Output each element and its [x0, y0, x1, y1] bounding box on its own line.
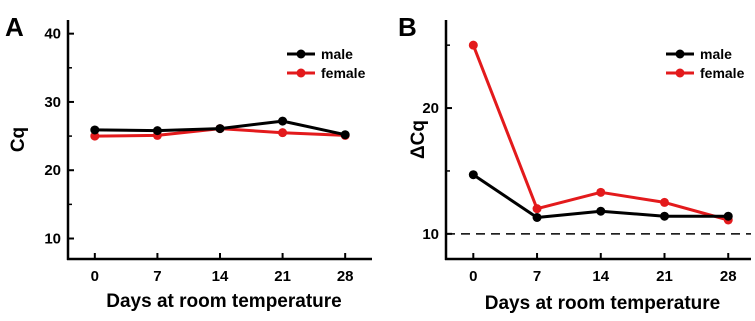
data-point-male — [90, 125, 100, 135]
y-tick-label: 10 — [44, 231, 61, 248]
data-point-male — [215, 124, 225, 134]
legend-label-male: male — [321, 46, 353, 62]
data-point-male — [278, 116, 288, 126]
data-point-male — [340, 130, 350, 140]
x-tick-label: 21 — [656, 268, 673, 285]
data-point-male — [532, 212, 542, 222]
data-point-female — [596, 187, 606, 197]
x-axis-title: Days at room temperature — [106, 291, 341, 312]
data-point-female — [660, 197, 670, 207]
x-tick-label: 7 — [533, 268, 541, 285]
data-point-male — [596, 206, 606, 216]
y-tick-label: 20 — [422, 100, 439, 117]
x-tick-label: 21 — [274, 268, 291, 285]
y-tick-label: 40 — [44, 26, 61, 43]
x-tick-label: 0 — [91, 268, 99, 285]
x-axis-title: Days at room temperature — [485, 293, 720, 314]
y-tick-label: 10 — [422, 226, 439, 243]
x-tick-label: 14 — [212, 268, 229, 285]
panel-letter: A — [5, 12, 24, 42]
data-point-female — [468, 40, 478, 50]
x-tick-label: 14 — [592, 268, 609, 285]
y-axis-title: Cq — [8, 127, 29, 152]
data-point-female — [532, 204, 542, 214]
data-point-male — [468, 170, 478, 180]
legend-marker-male — [675, 49, 685, 59]
panel-letter: B — [398, 12, 417, 42]
panel-a: A 10 20 30 40 0 7 14 21 28 Days at room temperatur… — [5, 12, 372, 312]
y-tick-label: 20 — [44, 162, 61, 179]
x-tick-label: 0 — [469, 268, 477, 285]
legend-label-female: female — [321, 65, 366, 81]
y-axis-title: ΔCq — [408, 120, 429, 159]
data-point-male — [723, 211, 733, 221]
legend-label-male: male — [700, 46, 732, 62]
legend-marker-male — [296, 49, 306, 59]
data-point-male — [152, 126, 162, 136]
x-tick-label: 28 — [720, 268, 737, 285]
y-tick-label: 30 — [44, 94, 61, 111]
legend-marker-female — [675, 68, 685, 78]
data-point-female — [278, 128, 288, 138]
legend-marker-female — [296, 68, 306, 78]
legend-label-female: female — [700, 65, 745, 81]
data-point-male — [660, 211, 670, 221]
x-tick-label: 28 — [337, 268, 354, 285]
x-tick-label: 7 — [153, 268, 161, 285]
